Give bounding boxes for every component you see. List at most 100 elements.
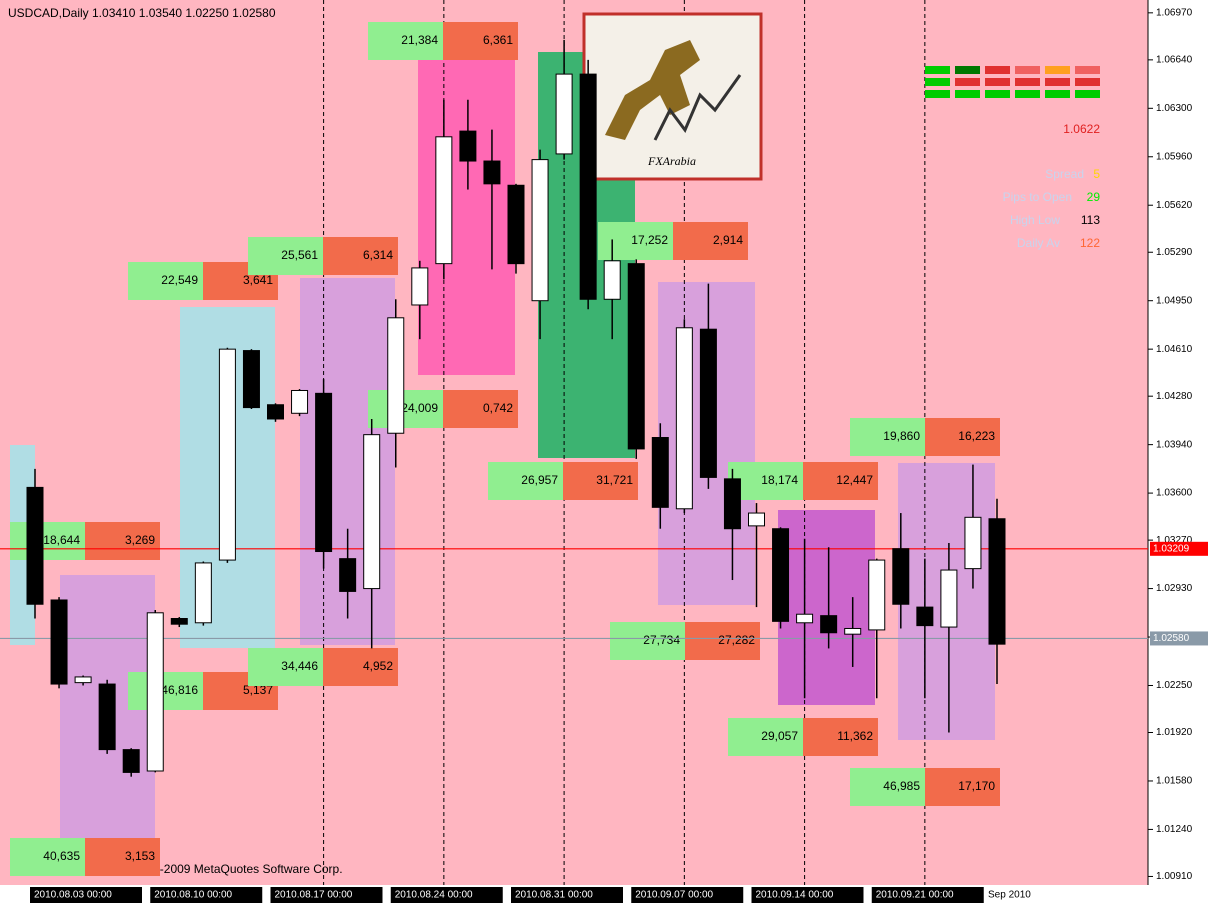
zone-label-box: [248, 237, 323, 275]
candle-body: [651, 437, 669, 508]
zone-label-box: [673, 222, 748, 260]
cell: [985, 90, 1010, 98]
zone-label-box: [85, 838, 160, 876]
candle-body: [267, 404, 284, 420]
x-tick-label: 2010.09.07 00:00: [635, 890, 713, 901]
candle-body: [916, 606, 934, 627]
candle-body: [26, 486, 44, 605]
zone-label: 19,860: [883, 429, 920, 443]
cell: [925, 78, 950, 86]
zone-label-box: [488, 462, 563, 500]
cell: [1045, 90, 1070, 98]
zone-label: 3,153: [125, 849, 155, 863]
logo-arrow: [653, 74, 742, 141]
candle-body: [483, 160, 501, 185]
zone-label-box: [10, 838, 85, 876]
zone-label-box: [248, 648, 323, 686]
zone-label-box: [443, 22, 518, 60]
candle-body: [723, 478, 741, 530]
zone-label: 4,952: [363, 659, 393, 673]
info-name: Pips to Open: [1003, 190, 1072, 204]
y-tick-label: 1.05290: [1156, 247, 1193, 258]
zone-label-box: [443, 390, 518, 428]
zone-label: 40,635: [43, 849, 80, 863]
zone-label: 11,362: [837, 729, 873, 743]
candle-body: [627, 263, 645, 450]
candle-body: [964, 516, 982, 570]
zone-label-box: [563, 462, 638, 500]
info-value: 113: [1081, 213, 1100, 227]
x-tick-label: 2010.08.03 00:00: [34, 890, 112, 901]
zone-label: 2,914: [713, 233, 743, 247]
candle-body: [796, 613, 814, 624]
x-tick-label: 2010.08.17 00:00: [275, 890, 353, 901]
candle-body: [988, 518, 1006, 645]
zone-label: 25,561: [281, 248, 318, 262]
candle-body: [772, 528, 790, 622]
candle-body: [242, 350, 260, 409]
zone-label: 46,985: [883, 779, 920, 793]
y-tick-label: 1.01920: [1156, 727, 1193, 738]
zone-label-box: [925, 768, 1000, 806]
zone-label: 17,252: [631, 233, 668, 247]
candle-body: [291, 389, 309, 414]
cell: [1015, 66, 1040, 74]
logo: FXArabia: [582, 12, 763, 181]
chart-title: USDCAD,Daily 1.03410 1.03540 1.02250 1.0…: [8, 6, 276, 20]
zone-label: 29,057: [761, 729, 798, 743]
zone-label: 6,314: [363, 248, 393, 262]
info-value: 122: [1080, 236, 1100, 250]
x-label-box: [390, 887, 503, 903]
zone-label-box: [368, 22, 443, 60]
cell: [1075, 90, 1100, 98]
zone-label-box: [685, 622, 760, 660]
zone-label-box: [323, 648, 398, 686]
candle-body: [74, 676, 92, 684]
candle-body: [555, 73, 573, 155]
candle-body: [868, 559, 886, 631]
y-tick-label: 1.03270: [1156, 535, 1193, 546]
y-tick-label: 1.02250: [1156, 680, 1193, 691]
candle-body: [603, 260, 621, 300]
info-name: Spread: [1045, 167, 1084, 181]
zone-label: 3,641: [243, 273, 273, 287]
zone-label-box: [728, 718, 803, 756]
x-label-box: [270, 887, 383, 903]
zone-label-box: [598, 222, 673, 260]
info-name: High Low: [1010, 213, 1060, 227]
zone-label: 31,721: [596, 473, 633, 487]
info-value: 5: [1093, 167, 1100, 181]
logo-text: FXArabia: [647, 154, 696, 168]
x-label-box: [511, 887, 623, 903]
zone-label: 16,223: [958, 429, 995, 443]
cell: [1015, 90, 1040, 98]
candle-body: [339, 558, 357, 592]
x-label-box: [631, 887, 744, 903]
y-tick-label: 1.04280: [1156, 391, 1193, 402]
candle-body: [170, 618, 188, 625]
zone-label: 27,282: [718, 633, 755, 647]
price-tag: [1150, 541, 1208, 556]
zone-label-box: [610, 622, 685, 660]
candle-body: [579, 73, 597, 300]
x-tick-label: 2010.09.21 00:00: [876, 890, 954, 901]
zone: [778, 510, 875, 705]
y-tick-label: 1.05620: [1156, 200, 1193, 211]
candle-body: [531, 159, 549, 302]
info-name: Daily Av: [1017, 236, 1060, 250]
zone-label: 0,742: [483, 401, 513, 415]
x-tick-label: 2010.09.14 00:00: [756, 890, 834, 901]
cell: [1075, 66, 1100, 74]
candle-body: [363, 434, 381, 590]
y-tick-label: 1.04610: [1156, 344, 1193, 355]
zone-label: 17,170: [958, 779, 995, 793]
candle-body: [50, 599, 68, 685]
price-tag: [1150, 631, 1208, 646]
zone-label: 24,009: [401, 401, 438, 415]
zone-label: 46,816: [161, 683, 198, 697]
y-tick-label: 1.04950: [1156, 295, 1193, 306]
x-tick-label: 2010.08.31 00:00: [515, 890, 593, 901]
candle-body: [411, 267, 429, 306]
y-tick-label: 1.03600: [1156, 488, 1193, 499]
